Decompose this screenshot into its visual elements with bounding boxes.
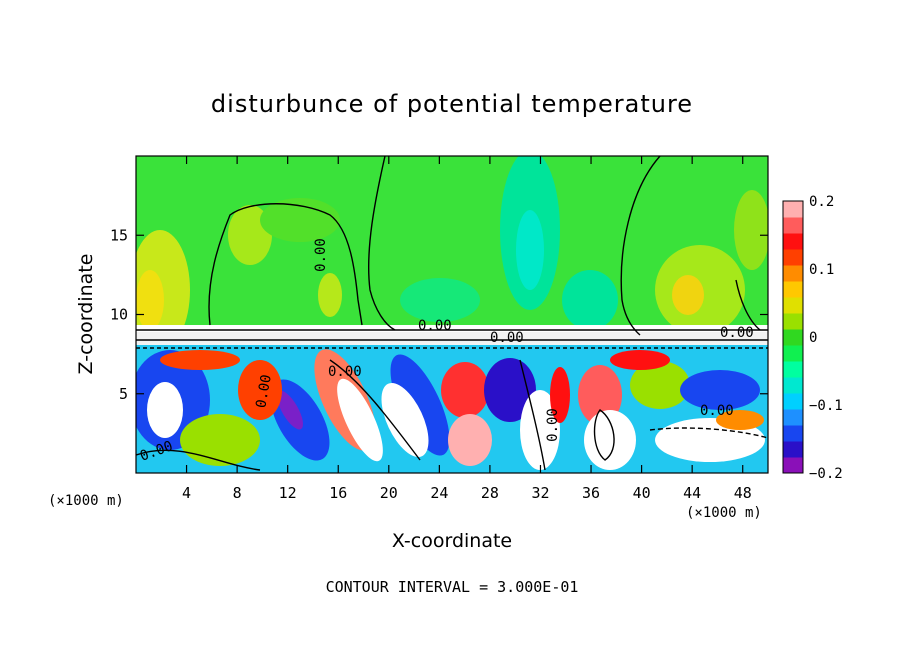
colorbar-segment bbox=[783, 377, 803, 394]
colorbar-segment bbox=[783, 425, 803, 442]
colorbar-segment bbox=[783, 393, 803, 410]
colorbar-segment bbox=[783, 313, 803, 330]
colorbar-segment bbox=[783, 281, 803, 298]
colorbar-tick-label: 0.2 bbox=[809, 194, 834, 210]
y-tick-label: 15 bbox=[110, 226, 128, 244]
colorbar-tick-label: −0.1 bbox=[809, 398, 843, 414]
x-tick-label: 16 bbox=[329, 484, 347, 502]
contour-label: 0.00 bbox=[545, 408, 561, 442]
x-tick-label: 12 bbox=[279, 484, 297, 502]
colorbar-segment bbox=[783, 441, 803, 458]
contour-label: 0.00 bbox=[328, 364, 362, 380]
contour-label: 0.00 bbox=[418, 318, 452, 334]
x-unit-right: (×1000 m) bbox=[686, 505, 762, 521]
contour-interval-note: CONTOUR INTERVAL = 3.000E-01 bbox=[326, 578, 579, 596]
chart-title: disturbunce of potential temperature bbox=[211, 90, 693, 118]
contour-lines bbox=[136, 156, 768, 471]
colorbar-segment bbox=[783, 345, 803, 362]
x-tick-label: 8 bbox=[233, 484, 242, 502]
x-tick-label: 40 bbox=[633, 484, 651, 502]
heatmap-field bbox=[136, 156, 768, 473]
colorbar-segment bbox=[783, 297, 803, 314]
x-tick-label: 48 bbox=[734, 484, 752, 502]
colorbar-tick-label: −0.2 bbox=[809, 466, 843, 482]
y-axis-label: Z-coordinate bbox=[75, 254, 97, 375]
x-tick-label: 32 bbox=[531, 484, 549, 502]
x-unit-left: (×1000 m) bbox=[48, 493, 124, 509]
y-tick-label: 5 bbox=[119, 385, 128, 403]
colorbar-segment bbox=[783, 249, 803, 266]
colorbar-tick-label: 0.1 bbox=[809, 262, 834, 278]
colorbar-segment bbox=[783, 329, 803, 346]
x-tick-label: 28 bbox=[481, 484, 499, 502]
contour-label: 0.00 bbox=[490, 330, 524, 346]
colorbar-frame bbox=[782, 200, 804, 474]
x-axis: 4 8 12 16 20 24 28 32 36 40 44 48 bbox=[182, 156, 752, 502]
contour-label: 0.00 bbox=[313, 238, 329, 272]
colorbar: 0.2 0.1 0 −0.1 −0.2 bbox=[782, 194, 843, 482]
x-tick-label: 44 bbox=[683, 484, 701, 502]
colorbar-segment bbox=[783, 233, 803, 250]
colorbar-segment bbox=[783, 265, 803, 282]
contour-label: 0.00 bbox=[253, 373, 275, 409]
colorbar-segment bbox=[783, 457, 803, 474]
y-axis: 5 10 15 bbox=[110, 226, 768, 403]
x-tick-label: 24 bbox=[430, 484, 448, 502]
colorbar-segment bbox=[783, 409, 803, 426]
x-axis-label: X-coordinate bbox=[392, 530, 512, 552]
colorbar-segment bbox=[783, 361, 803, 378]
x-tick-label: 20 bbox=[380, 484, 398, 502]
contour-label: 0.00 bbox=[720, 325, 754, 341]
x-tick-label: 4 bbox=[182, 484, 191, 502]
contour-label: 0.00 bbox=[700, 403, 734, 419]
x-tick-label: 36 bbox=[582, 484, 600, 502]
colorbar-tick-label: 0 bbox=[809, 330, 817, 346]
y-tick-label: 10 bbox=[110, 306, 128, 324]
colorbar-segment bbox=[783, 201, 803, 218]
colorbar-segment bbox=[783, 217, 803, 234]
